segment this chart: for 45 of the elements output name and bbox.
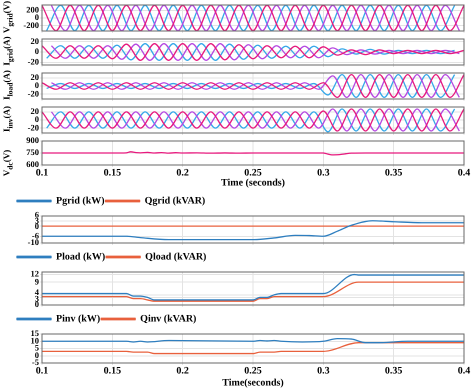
legend-label: Qload (kVAR) [145,252,206,263]
x-tick-label: 0.4 [458,168,470,179]
y-tick-label: 900 [26,135,39,146]
y-tick-label: 600 [26,159,39,170]
y-tick-label: -20 [28,56,39,67]
y-tick-label: 750 [26,147,39,158]
line-series [42,274,464,301]
legend-label: Pinv (kW) [56,314,100,325]
y-tick-label: -20 [28,122,39,132]
x-tick-label: 0.1 [36,168,48,179]
y-tick-label: 6 [34,209,39,220]
y-tick-label: 0 [34,80,39,90]
legend-label: Pload (kW) [56,252,106,263]
x-tick-label: 0.2 [176,366,189,377]
y-tick-label: -5 [32,357,39,368]
x-axis-title: Time (seconds) [221,178,285,189]
x-tick-label: 0.3 [317,168,330,179]
x-tick-label: 0.1 [36,366,48,377]
y-tick-label: -20 [28,88,39,98]
legend-label: Pgrid (kW) [56,196,105,207]
y-tick-label: 0 [34,12,39,22]
line-series [42,220,464,240]
y-tick-label: 20 [30,72,39,82]
y-tick-label: 20 [30,36,39,46]
y-tick-label: 0 [34,114,39,124]
line-series [42,282,464,302]
y-tick-label: 200 [26,4,39,15]
y-tick-label: 12 [30,268,39,279]
y-tick-label: 0 [34,46,39,56]
x-tick-label: 0.35 [384,366,402,377]
y-tick-label: 20 [30,106,39,116]
x-tick-label: 0.25 [244,366,262,377]
x-tick-label: 0.15 [104,168,122,179]
x-tick-label: 0.2 [176,168,189,179]
x-axis-title: Time(seconds) [222,378,284,389]
y-tick-label: -200 [23,20,39,30]
x-tick-label: 0.35 [384,168,402,179]
x-tick-label: 0.15 [104,366,122,377]
x-tick-label: 0.25 [244,168,262,179]
x-tick-label: 0.4 [458,366,470,377]
x-tick-label: 0.3 [317,366,330,377]
legend-label: Qgrid (kVAR) [144,196,206,207]
y-tick-label: 9 [34,276,39,286]
line-series [42,342,464,354]
legend-label: Qinv (kVAR) [140,314,196,325]
